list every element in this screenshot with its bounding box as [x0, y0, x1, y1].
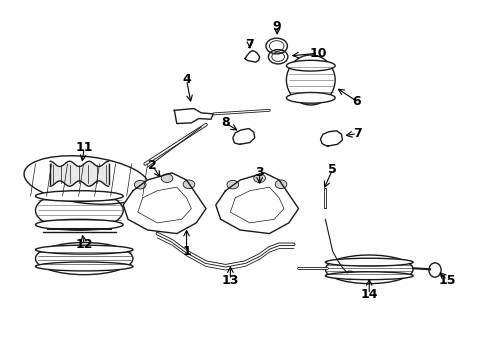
Ellipse shape	[325, 258, 413, 266]
Text: 4: 4	[182, 73, 191, 86]
Text: 7: 7	[353, 127, 362, 140]
Text: 5: 5	[328, 163, 337, 176]
Circle shape	[161, 174, 173, 183]
Ellipse shape	[287, 93, 335, 103]
Polygon shape	[245, 51, 260, 62]
Circle shape	[254, 174, 266, 183]
Ellipse shape	[325, 272, 413, 280]
Ellipse shape	[35, 191, 123, 202]
Ellipse shape	[35, 245, 133, 254]
Text: 2: 2	[148, 159, 157, 172]
Circle shape	[183, 180, 195, 189]
Text: 1: 1	[182, 245, 191, 258]
Text: 13: 13	[221, 274, 239, 287]
Text: 14: 14	[361, 288, 378, 301]
Text: 15: 15	[439, 274, 456, 287]
Circle shape	[344, 271, 356, 280]
Polygon shape	[174, 109, 213, 123]
Ellipse shape	[287, 60, 335, 71]
Text: 9: 9	[273, 20, 281, 33]
Ellipse shape	[429, 263, 441, 277]
Text: 3: 3	[255, 166, 264, 179]
Polygon shape	[233, 129, 255, 144]
Polygon shape	[320, 131, 343, 146]
Polygon shape	[123, 173, 206, 234]
Text: 7: 7	[245, 38, 254, 51]
Circle shape	[227, 180, 239, 189]
Circle shape	[275, 180, 287, 189]
Polygon shape	[216, 173, 298, 234]
Circle shape	[134, 180, 146, 189]
Ellipse shape	[35, 262, 133, 271]
Text: 8: 8	[221, 116, 230, 129]
Text: 12: 12	[75, 238, 93, 251]
Ellipse shape	[35, 219, 123, 230]
Text: 11: 11	[75, 141, 93, 154]
Text: 6: 6	[353, 95, 361, 108]
Text: 10: 10	[309, 47, 327, 60]
